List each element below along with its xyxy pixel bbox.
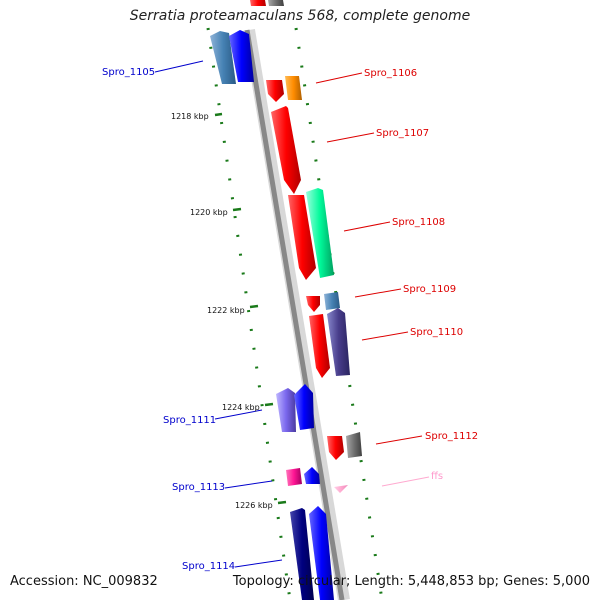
genome-title: Serratia proteamaculans 568, complete ge… — [129, 8, 471, 24]
gene-spro-1105-b — [229, 30, 254, 82]
accession-label: Accession: NC_009832 — [10, 574, 158, 589]
tick-1220 — [232, 207, 242, 212]
gene-spro-1111-a — [276, 388, 296, 432]
tick-label-1218: 1218 kbp — [171, 112, 209, 121]
gene-spro-1106-a — [266, 80, 284, 102]
gene-partial-top-gray — [268, 0, 284, 6]
tick-1224 — [264, 402, 274, 407]
gene-spro-1112-b — [346, 432, 362, 458]
gene-label-spro-1108: Spro_1108 — [392, 217, 445, 228]
gene-label-spro-1110: Spro_1110 — [410, 327, 463, 338]
gene-spro-1108-a — [288, 195, 316, 280]
gene-spro-1113-b — [304, 467, 320, 484]
left-ruler-dots — [206, 27, 292, 600]
gene-spro-1108-b — [306, 188, 334, 278]
gene-spro-1107 — [271, 106, 301, 194]
gene-spro-1113-a — [286, 468, 302, 486]
gene-label-spro-1109: Spro_1109 — [403, 284, 456, 295]
tick-label-1220: 1220 kbp — [190, 208, 228, 217]
gene-label-spro-1105: Spro_1105 — [102, 67, 155, 78]
leader-spro-1107 — [326, 132, 375, 143]
gene-label-spro-1113: Spro_1113 — [172, 482, 225, 493]
gene-spro-1109-b — [324, 292, 340, 310]
genome-backbone-line — [244, 29, 345, 600]
gene-spro-1111-b — [294, 384, 314, 430]
leader-spro-1106 — [315, 72, 363, 84]
tick-1226 — [277, 500, 287, 505]
gene-label-spro-1114: Spro_1114 — [182, 561, 235, 572]
leader-ffs — [381, 476, 430, 487]
gene-spro-1114-a — [290, 508, 314, 600]
leader-spro-1108 — [343, 221, 391, 232]
gene-partial-top-red — [250, 0, 266, 6]
tick-1218 — [214, 112, 223, 117]
tick-label-1222: 1222 kbp — [207, 306, 245, 315]
gene-spro-1114-b — [309, 506, 334, 600]
gene-label-spro-1112: Spro_1112 — [425, 431, 478, 442]
leader-spro-1110 — [361, 331, 409, 341]
gene-label-ffs: ffs — [431, 471, 443, 482]
leader-spro-1111 — [214, 409, 263, 420]
gene-spro-1105-a — [210, 31, 236, 84]
leader-spro-1114 — [234, 559, 283, 568]
leader-spro-1105 — [154, 60, 204, 73]
tick-label-1224: 1224 kbp — [222, 403, 260, 412]
leader-spro-1113 — [224, 480, 273, 489]
gene-spro-1110-a — [309, 314, 330, 378]
leader-spro-1109 — [354, 288, 402, 298]
right-ruler-dots — [294, 27, 384, 600]
gene-spro-1112-a — [327, 436, 344, 460]
gene-ffs — [334, 485, 348, 493]
tick-label-1226: 1226 kbp — [235, 501, 273, 510]
leader-spro-1112 — [375, 435, 423, 445]
gene-spro-1109-a — [306, 296, 320, 312]
gene-label-spro-1106: Spro_1106 — [364, 68, 417, 79]
gene-label-spro-1107: Spro_1107 — [376, 128, 429, 139]
tick-1222 — [249, 304, 259, 309]
gene-label-spro-1111: Spro_1111 — [163, 415, 216, 426]
gene-spro-1110-b — [327, 308, 350, 376]
topology-label: Topology: circular; Length: 5,448,853 bp… — [232, 574, 590, 589]
gene-spro-1106-b — [285, 76, 302, 100]
